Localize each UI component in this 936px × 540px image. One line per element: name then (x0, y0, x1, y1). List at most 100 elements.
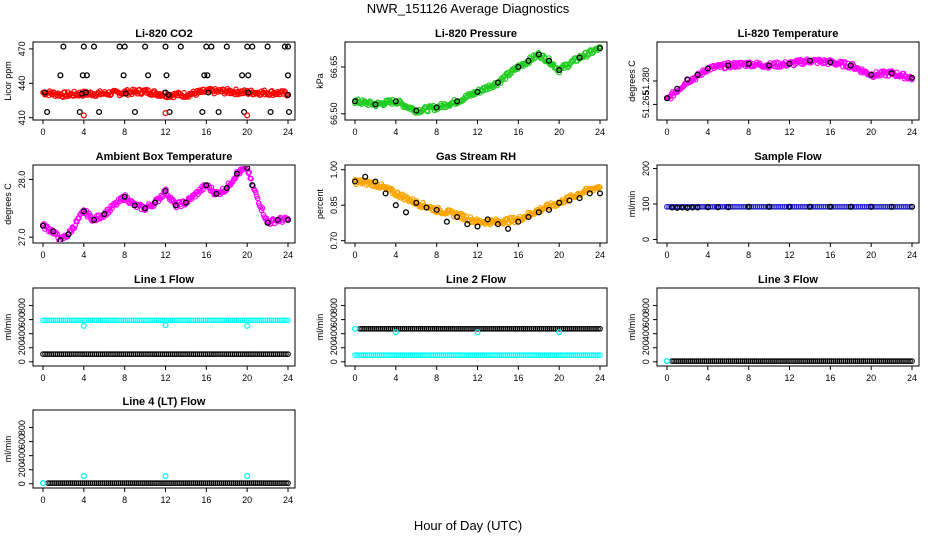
data-point (365, 325, 372, 332)
data-point (792, 358, 798, 364)
data-point (419, 325, 426, 332)
data-point (392, 202, 399, 209)
data-point (223, 43, 230, 50)
data-point (413, 199, 420, 206)
data-point (895, 358, 901, 364)
x-tick-label: 24 (907, 373, 917, 383)
data-point (535, 209, 542, 216)
data-point (576, 54, 583, 61)
data-point (515, 63, 522, 71)
series-cyan-2 (351, 325, 563, 336)
x-tick-label: 16 (201, 373, 211, 383)
data-point (496, 325, 503, 332)
data-point (847, 62, 854, 69)
data-point (148, 480, 154, 486)
data-point (494, 221, 501, 228)
data-point (142, 480, 148, 486)
data-point (663, 95, 671, 102)
data-point (548, 325, 555, 332)
data-point (248, 480, 255, 486)
data-point (249, 182, 256, 189)
y-tick-label: 400 (641, 326, 651, 341)
data-point (119, 480, 126, 486)
data-point (741, 358, 748, 364)
data-point (285, 317, 291, 324)
data-point (80, 322, 87, 329)
data-point (71, 225, 78, 232)
data-point (242, 480, 249, 486)
data-point (822, 358, 829, 364)
data-point (39, 480, 47, 487)
data-point (532, 325, 539, 332)
data-point (429, 325, 436, 332)
data-point (271, 480, 277, 486)
series-black-5 (44, 108, 293, 116)
plot-frame (32, 409, 296, 489)
data-point (234, 480, 241, 486)
data-point (248, 176, 254, 182)
x-tick-label: 8 (434, 250, 439, 260)
plot-frame (32, 41, 296, 121)
data-point (57, 480, 64, 486)
y-axis-label: ml/min (315, 314, 325, 341)
x-tick-label: 24 (283, 373, 293, 383)
data-point (233, 170, 241, 177)
x-tick-label: 4 (81, 373, 86, 383)
data-point (192, 480, 199, 486)
data-point (213, 190, 220, 197)
data-point (105, 480, 112, 486)
data-point (172, 202, 179, 209)
data-point (142, 43, 149, 50)
data-point (891, 358, 897, 364)
data-point (205, 89, 212, 96)
data-point (733, 358, 740, 364)
data-point (60, 43, 67, 50)
data-point (704, 65, 711, 72)
data-point (51, 480, 58, 486)
data-point (727, 358, 734, 364)
y-tick-label: 200 (641, 340, 651, 355)
y-axis-label: degrees C (627, 60, 637, 102)
y-axis-label: degrees C (3, 183, 13, 225)
data-point (129, 480, 136, 486)
data-point (403, 325, 410, 332)
data-point (683, 358, 690, 364)
data-point (753, 358, 760, 364)
data-point (505, 225, 512, 232)
series-cyan-1 (40, 317, 291, 324)
data-point (109, 480, 116, 486)
x-tick-label: 8 (746, 127, 751, 137)
series-black-2 (669, 203, 916, 211)
data-point (852, 358, 859, 364)
data-point (454, 213, 461, 221)
data-point (802, 358, 809, 364)
x-tick-label: 0 (664, 250, 669, 260)
data-point (766, 358, 772, 364)
data-point (466, 325, 472, 332)
y-tick-label: 800 (329, 298, 339, 313)
data-point (595, 352, 601, 358)
data-point (77, 480, 84, 486)
data-point (490, 325, 497, 332)
data-point (583, 325, 589, 332)
data-point (163, 72, 170, 79)
x-tick-label: 0 (664, 127, 669, 137)
x-tick-label: 0 (352, 127, 357, 137)
y-tick-label: 28.0 (17, 171, 27, 189)
data-point (725, 358, 732, 364)
data-point (556, 67, 563, 74)
data-point (572, 325, 579, 332)
data-point (76, 215, 82, 222)
data-point (729, 358, 736, 364)
x-tick-label: 4 (393, 127, 398, 137)
data-point (159, 194, 166, 200)
data-point (454, 98, 461, 105)
data-point (142, 205, 149, 212)
data-point (560, 325, 567, 332)
data-point (581, 325, 587, 332)
x-tick-label: 4 (393, 250, 398, 260)
data-point (96, 108, 103, 116)
data-point (772, 358, 778, 364)
series-cyan-2 (80, 322, 251, 329)
data-point (79, 480, 86, 486)
